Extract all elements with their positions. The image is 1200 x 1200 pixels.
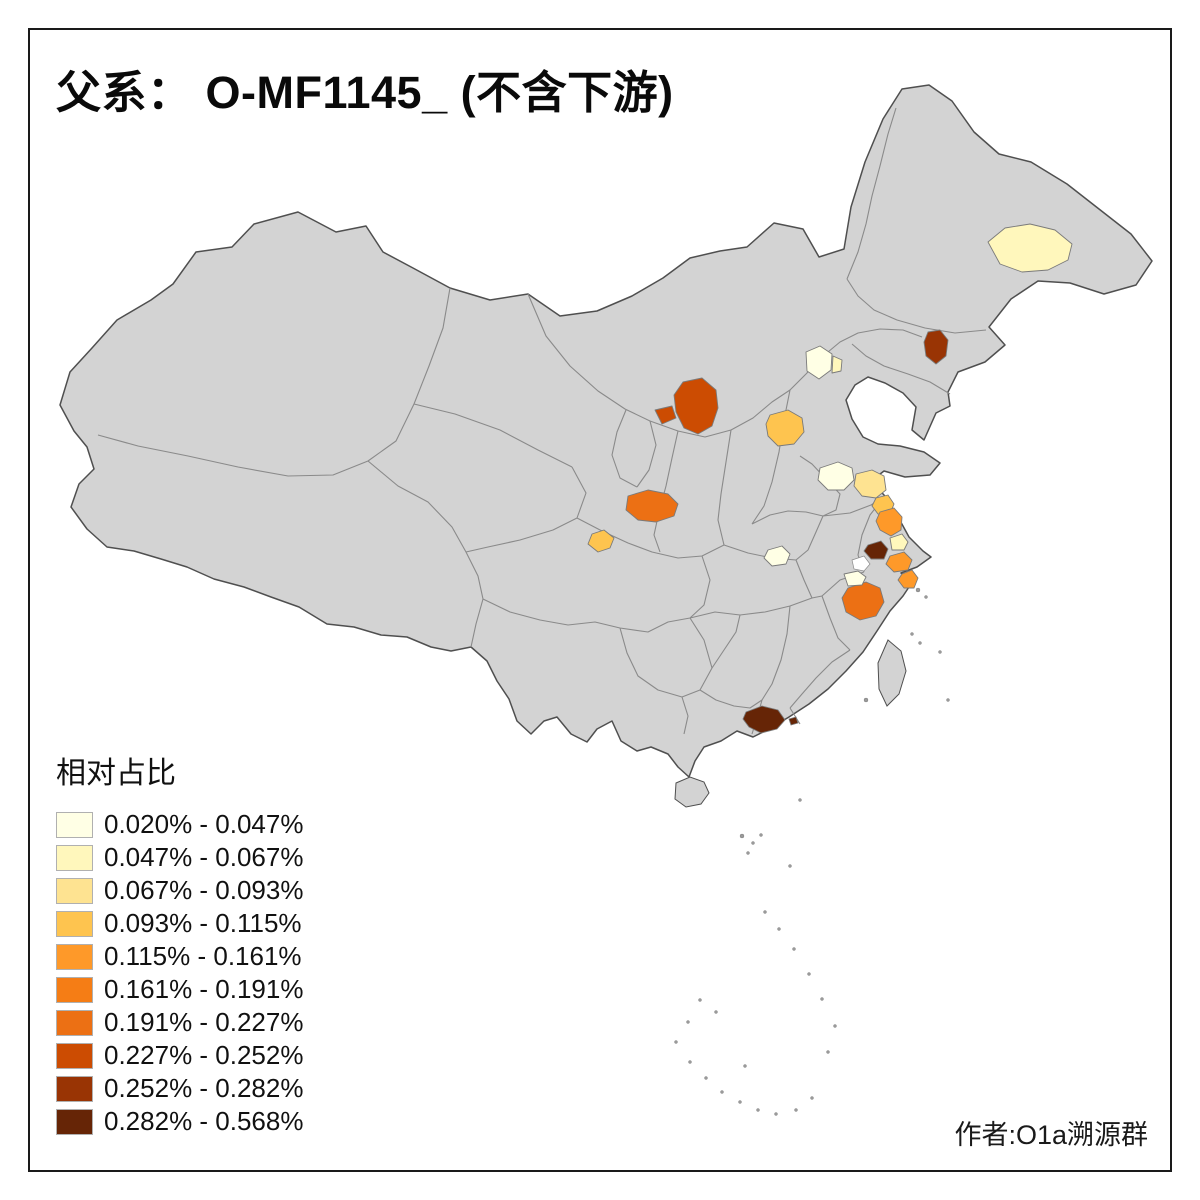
legend-row: 0.020% - 0.047% [56,808,303,841]
legend-bin-label: 0.191% - 0.227% [104,1007,304,1037]
legend-row: 0.115% - 0.161% [56,940,303,973]
choropleth-regions [587,223,1073,734]
legend-bin-label: 0.161% - 0.191% [104,974,304,1004]
choropleth-region [654,405,677,425]
choropleth-region [788,716,799,726]
legend-bin-label: 0.093% - 0.115% [104,908,302,938]
legend-bin-label: 0.020% - 0.047% [104,809,304,839]
hainan-island [674,776,710,808]
choropleth-region [889,533,909,551]
lake-taihu [851,555,871,572]
legend-row: 0.093% - 0.115% [56,907,303,940]
legend: 相对占比 0.020% - 0.047% 0.047% - 0.067% 0.067… [56,748,303,1138]
province-borders [97,107,987,735]
legend-swatch [56,943,93,970]
choropleth-region [987,223,1073,273]
legend-row: 0.227% - 0.252% [56,1039,303,1072]
legend-row: 0.191% - 0.227% [56,1006,303,1039]
choropleth-region [673,377,719,435]
legend-swatch [56,1075,93,1102]
choropleth-region [885,551,913,573]
choropleth-region [625,489,679,523]
legend-bin-label: 0.067% - 0.093% [104,875,304,905]
legend-row: 0.252% - 0.282% [56,1072,303,1105]
choropleth-region [897,569,919,589]
legend-rows: 0.020% - 0.047% 0.047% - 0.067% 0.067% - 0… [56,808,303,1138]
legend-row: 0.047% - 0.067% [56,841,303,874]
choropleth-region [765,409,805,447]
legend-swatch [56,910,93,937]
choropleth-region [863,540,889,560]
legend-swatch [56,844,93,871]
choropleth-region [841,581,885,621]
legend-row: 0.161% - 0.191% [56,973,303,1006]
legend-swatch [56,811,93,838]
legend-swatch [56,1108,93,1135]
map-title: 父系： O-MF1145_ (不含下游) [56,67,674,118]
legend-swatch [56,1009,93,1036]
legend-swatch [56,1042,93,1069]
choropleth-region [817,461,855,491]
choropleth-region [742,705,786,734]
legend-swatch [56,976,93,1003]
attribution: 作者:O1a溯源群 [954,1120,1148,1150]
legend-swatch [56,877,93,904]
legend-bin-label: 0.047% - 0.067% [104,842,304,872]
choropleth-region [923,329,949,365]
legend-bin-label: 0.115% - 0.161% [104,941,302,971]
legend-bin-label: 0.227% - 0.252% [104,1040,304,1070]
choropleth-region [763,545,791,567]
legend-title: 相对占比 [56,757,176,790]
south-china-sea-islands [674,587,950,1116]
choropleth-region [831,355,843,374]
legend-bin-label: 0.282% - 0.568% [104,1106,304,1136]
choropleth-region [875,507,903,537]
taiwan-island [877,639,907,707]
legend-row: 0.067% - 0.093% [56,874,303,907]
china-mainland [59,84,1153,778]
choropleth-region [853,469,887,499]
choropleth-region [805,345,833,380]
choropleth-region [587,529,615,553]
choropleth-region [843,570,867,587]
legend-row: 0.282% - 0.568% [56,1105,303,1138]
legend-bin-label: 0.252% - 0.282% [104,1073,304,1103]
